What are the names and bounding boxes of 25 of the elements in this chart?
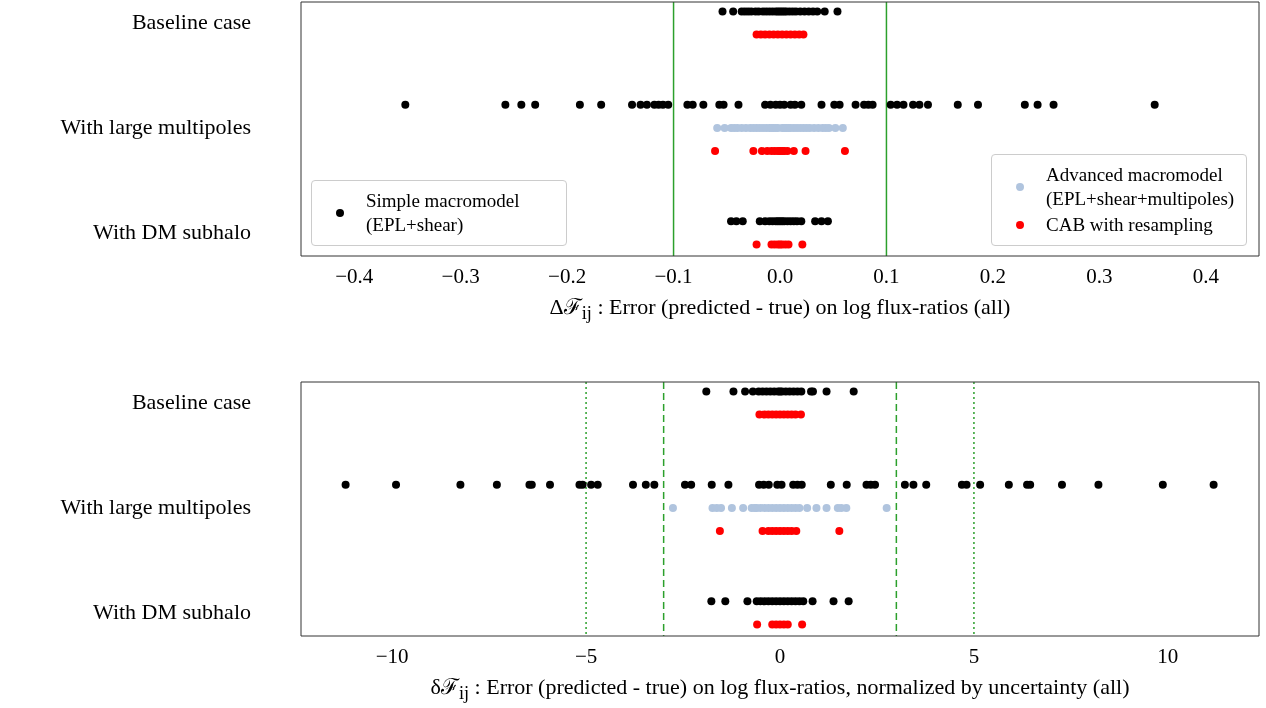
x-axis-title: Δℱ$_{ij}$ : Error (predicted - true) on log flux-ratios (all) — [548, 293, 1012, 325]
legend-label: Simple macromodel (EPL+shear) — [366, 189, 521, 237]
legend-label: CAB with resampling — [1046, 213, 1213, 237]
x-tick-label: −10 — [375, 644, 409, 669]
x-tick-label: −0.2 — [548, 264, 587, 289]
x-tick-label: 0.3 — [1086, 264, 1113, 289]
x-tick-label: 5 — [968, 644, 980, 669]
y-tick-label: With large multipoles — [60, 113, 251, 139]
x-axis-title: δℱ$_{ij}$ : Error (predicted - true) on log flux-ratios, normalized by uncertainty (all) — [429, 673, 1131, 705]
x-tick-label: 0.1 — [873, 264, 900, 289]
y-tick-label: With DM subhalo — [93, 218, 251, 244]
x-tick-label: 0.0 — [766, 264, 794, 289]
x-tick-label: −5 — [574, 644, 598, 669]
y-tick-label: Baseline case — [131, 388, 251, 414]
x-tick-label: 0.2 — [979, 264, 1007, 289]
x-tick-label: −0.3 — [441, 264, 480, 289]
y-tick-label: With DM subhalo — [93, 598, 251, 624]
x-tick-label: −0.4 — [335, 264, 374, 289]
x-tick-label: 0 — [774, 644, 786, 669]
x-tick-label: 0.4 — [1192, 264, 1220, 289]
x-tick-label: 10 — [1157, 644, 1179, 669]
legend-label: Advanced macromodel (EPL+shear+multipoles) — [1046, 163, 1236, 211]
y-tick-label: With large multipoles — [60, 493, 251, 519]
x-tick-label: −0.1 — [654, 264, 693, 289]
y-tick-label: Baseline case — [131, 8, 251, 34]
